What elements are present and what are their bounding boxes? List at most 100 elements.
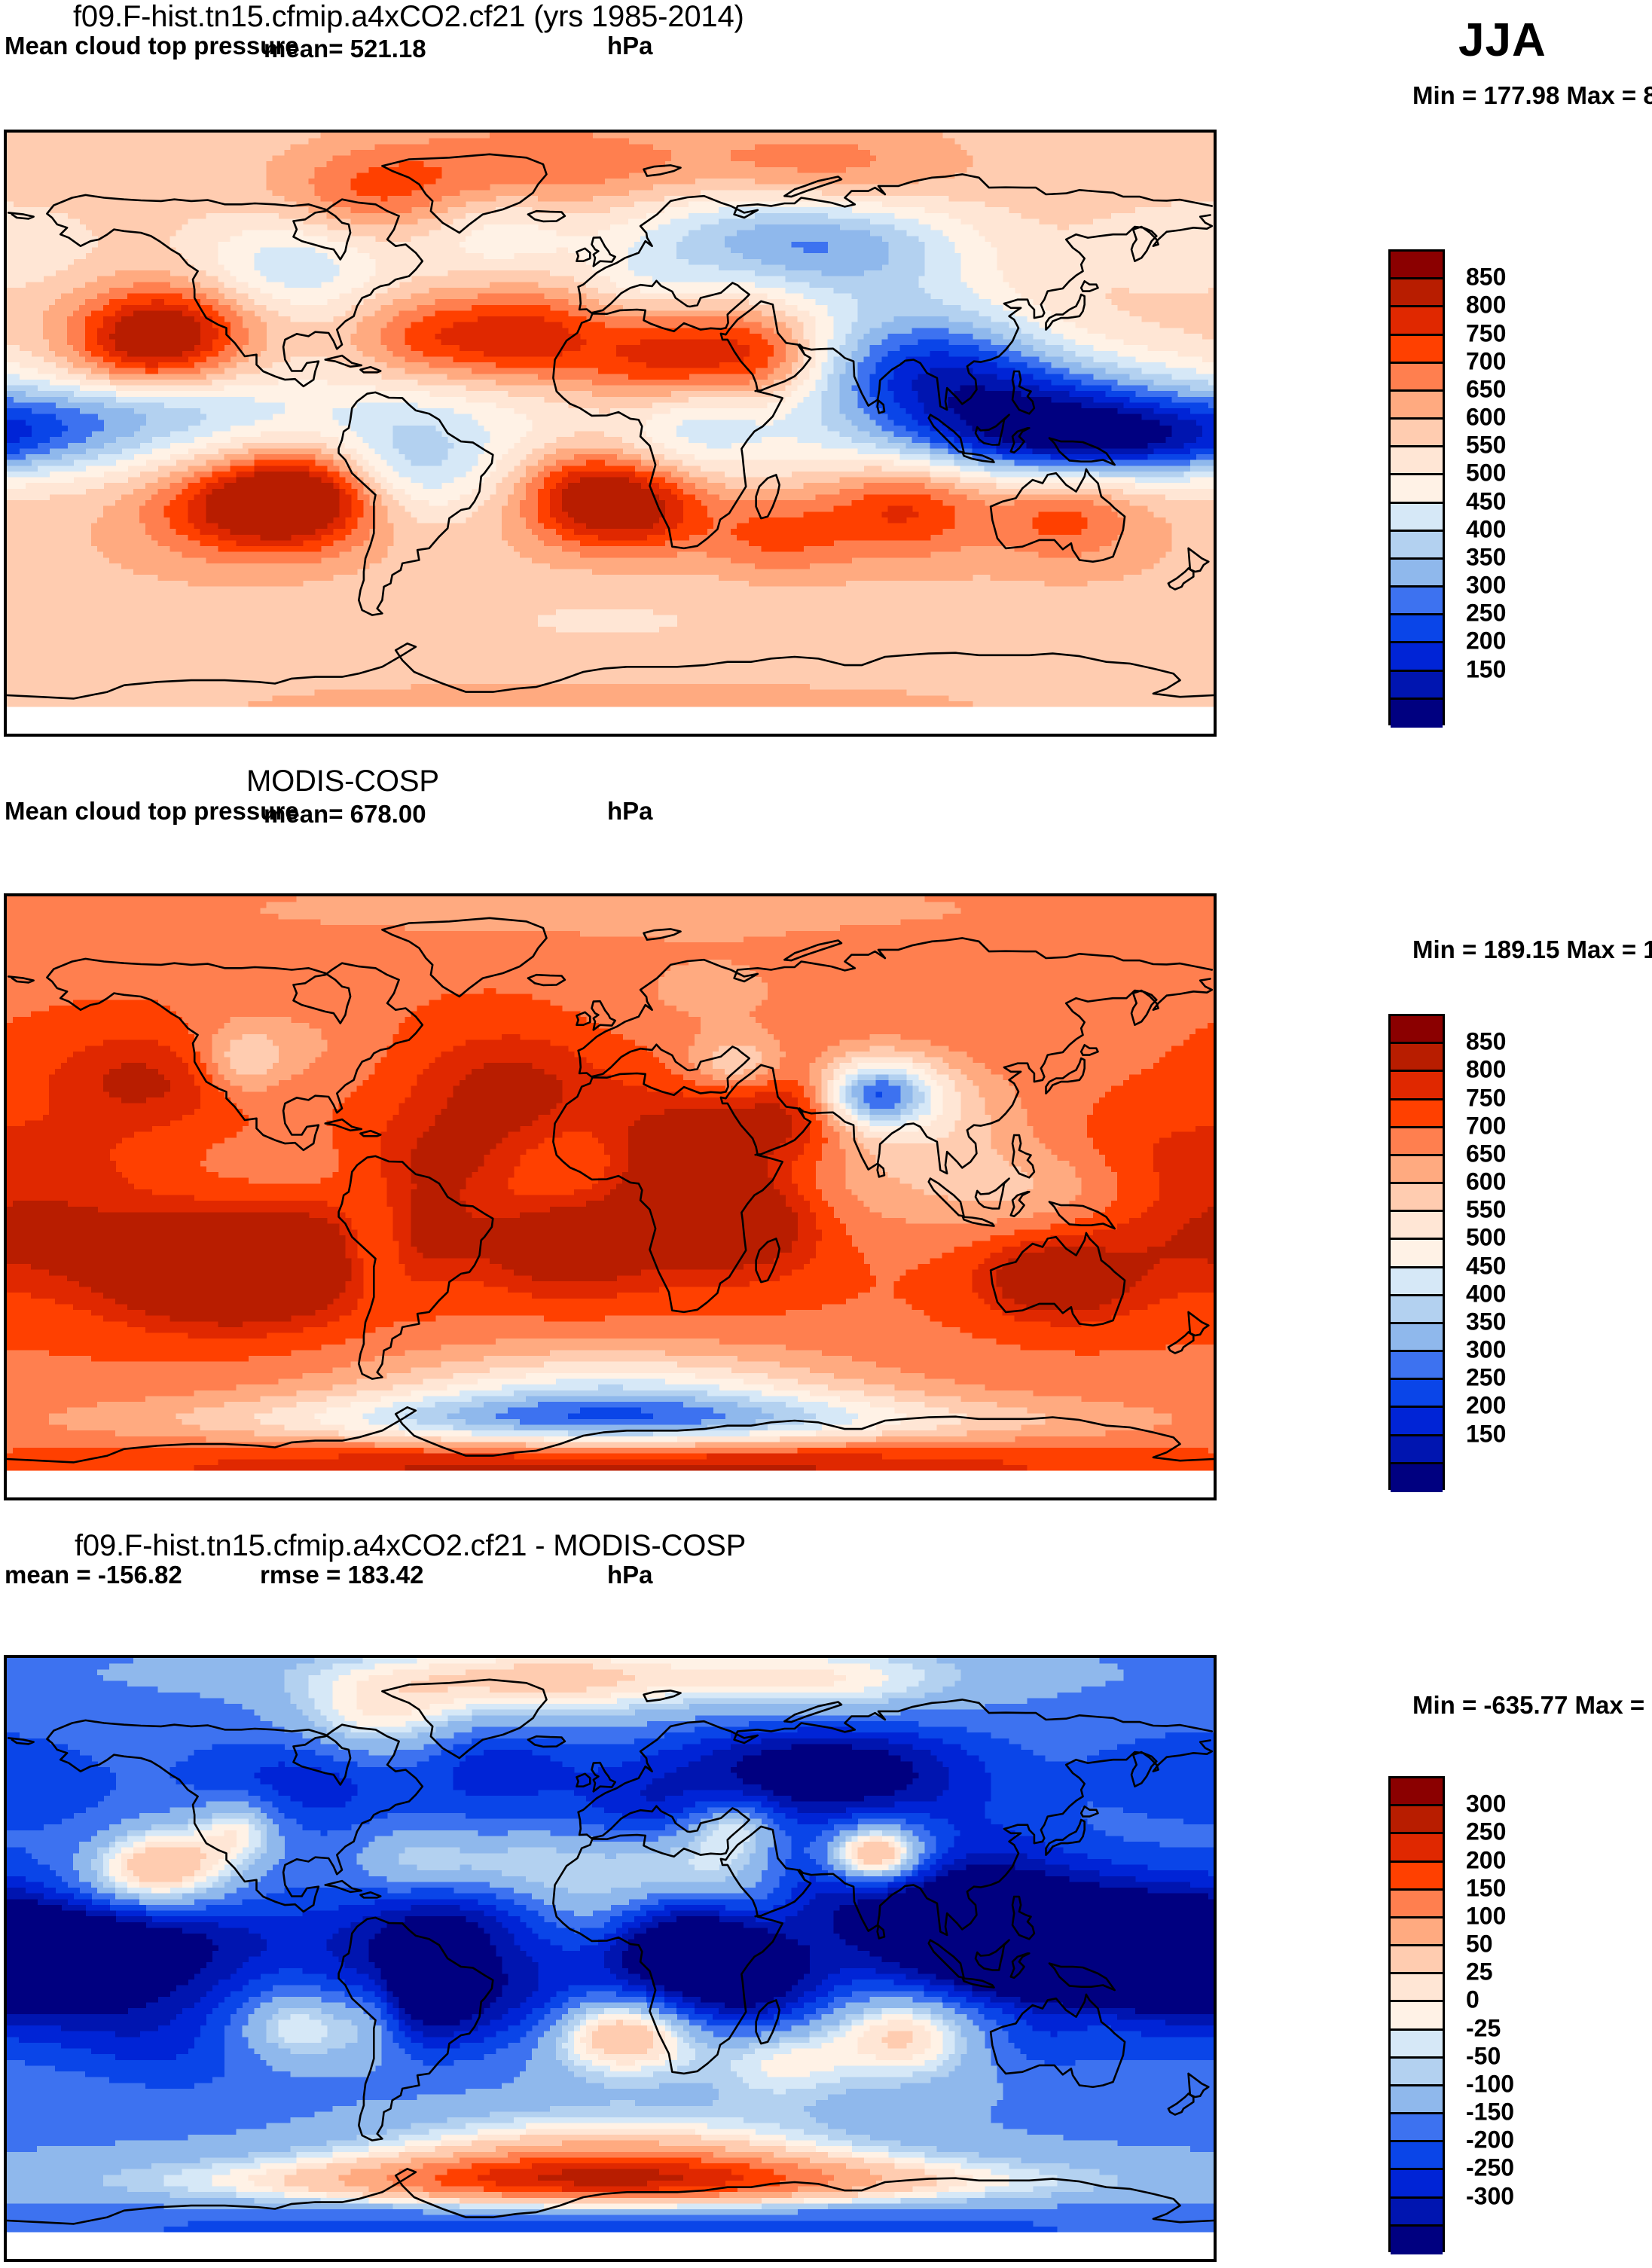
- colorbar-swatch: [1391, 335, 1443, 364]
- map-svg: [7, 133, 1214, 734]
- colorbar-swatch: [1391, 615, 1443, 644]
- coastline-path: [359, 1129, 382, 1137]
- coastlines: [7, 917, 1214, 1464]
- coastline-path: [7, 1699, 1214, 1937]
- colorbar-tick-label: 200: [1466, 1846, 1507, 1874]
- colorbar-swatch: [1391, 2058, 1443, 2086]
- coastline-path: [961, 1977, 995, 1989]
- coastlines: [7, 153, 1214, 700]
- coastline-path: [876, 1163, 886, 1178]
- colorbar-tick-label: 350: [1466, 1308, 1507, 1335]
- coastline-path: [783, 1701, 843, 1723]
- colorbar-tick-label: 850: [1466, 1027, 1507, 1055]
- contour-band: [7, 1726, 1214, 2060]
- colorbar-swatch: [1391, 1946, 1443, 1975]
- contour-band: [7, 212, 1214, 478]
- panel-2-field-label: Mean cloud top pressure: [5, 797, 299, 825]
- colorbar-tick-label: -50: [1466, 2042, 1501, 2070]
- coastline-path: [7, 937, 1214, 1175]
- panel-1-field-label: Mean cloud top pressure: [5, 32, 299, 60]
- colorbar-swatch: [1391, 1044, 1443, 1073]
- contour-band: [176, 1034, 1046, 1448]
- colorbar-tick-label: -100: [1466, 2070, 1515, 2098]
- coastline-path: [927, 1939, 965, 1979]
- coastline-path: [783, 939, 843, 962]
- colorbar-swatch: [1391, 531, 1443, 560]
- coastline-path: [7, 2168, 1214, 2225]
- coastline-path: [927, 414, 965, 453]
- coastline-path: [337, 391, 494, 616]
- contour-band: [7, 339, 1214, 460]
- contour-band: [7, 1720, 1214, 2233]
- colorbar-model: 850 800 750 700 650 600 550 500 450 400 350 300 250 2…: [1388, 249, 1614, 728]
- colorbar-tick-label: 850: [1466, 263, 1507, 291]
- colorbar-tick-label: 400: [1466, 515, 1507, 543]
- coastline-path: [1009, 1191, 1031, 1217]
- panel-3-title: f09.F-hist.tn15.cfmip.a4xCO2.cf21 - MODI…: [75, 1529, 747, 1562]
- contour-band: [85, 161, 1088, 552]
- map-panel-model: [4, 130, 1217, 737]
- colorbar-tick-label: 750: [1466, 319, 1507, 347]
- colorbar-tick-label: 150: [1466, 1874, 1507, 1902]
- coastline-path: [7, 643, 1214, 700]
- contour-fill: [7, 896, 1214, 1471]
- panel-3-minmax: Min = -635.77 Max = 319.22: [1412, 1691, 1652, 1719]
- colorbar-tick-label: 25: [1466, 1958, 1493, 1986]
- panel-1-mean-label: mean= 521.18: [264, 35, 426, 63]
- coastline-path: [552, 1043, 812, 1314]
- contour-fill: [7, 133, 1214, 707]
- coastline-path: [324, 1879, 363, 1894]
- coastline-path: [643, 164, 682, 177]
- colorbar-tick-label: 0: [1466, 1986, 1479, 2013]
- colorbar-tick-label: 450: [1466, 487, 1507, 515]
- colorbar-swatch: [1391, 447, 1443, 476]
- colorbar-swatch: [1391, 1890, 1443, 1918]
- coastline-path: [337, 1916, 494, 2141]
- colorbar-swatches: [1388, 1776, 1445, 2254]
- coastline-path: [381, 917, 548, 998]
- colorbar-swatch: [1391, 1834, 1443, 1863]
- colorbar-swatch: [1391, 1296, 1443, 1324]
- coastline-path: [576, 247, 591, 262]
- colorbar-swatch: [1391, 559, 1443, 588]
- colorbar-tick-label: 800: [1466, 291, 1507, 319]
- coastline-path: [755, 474, 780, 520]
- colorbar-swatches: [1388, 249, 1445, 728]
- coastline-path: [961, 1216, 995, 1227]
- coastline-path: [359, 365, 382, 374]
- colorbar-swatch: [1391, 1268, 1443, 1296]
- colorbar-tick-label: 700: [1466, 347, 1507, 375]
- colorbar-swatch: [1391, 363, 1443, 392]
- coastline-path: [46, 1719, 424, 1913]
- colorbar-swatch: [1391, 1974, 1443, 2003]
- contour-band: [338, 2140, 883, 2198]
- coastline-path: [1011, 1895, 1036, 1940]
- coastline-path: [591, 1000, 616, 1031]
- contour-band: [109, 310, 665, 541]
- colorbar-swatch: [1391, 1184, 1443, 1213]
- colorbar-tick-label: 450: [1466, 1252, 1507, 1280]
- coastline-path: [552, 1805, 812, 2075]
- contour-band: [7, 1658, 1214, 2233]
- colorbar-tick-label: 150: [1466, 655, 1507, 683]
- colorbar-swatch: [1391, 2086, 1443, 2115]
- coastline-path: [1048, 1962, 1116, 1992]
- colorbar-swatch: [1391, 420, 1443, 448]
- panel-1-title: f09.F-hist.tn15.cfmip.a4xCO2.cf21 (yrs 1…: [73, 0, 744, 33]
- colorbar-tick-label: 700: [1466, 1112, 1507, 1140]
- contour-band: [948, 385, 1172, 449]
- colorbar-tick-label: 200: [1466, 1391, 1507, 1419]
- colorbar-tick-label: 500: [1466, 459, 1507, 487]
- coastline-path: [576, 1772, 591, 1787]
- colorbar-swatch: [1391, 1240, 1443, 1268]
- coastline-path: [576, 1011, 591, 1026]
- colorbar-tick-label: -150: [1466, 2098, 1515, 2126]
- coastline-path: [359, 1891, 382, 1899]
- coastline-path: [643, 928, 682, 941]
- contour-band: [109, 1658, 1009, 2209]
- coastline-path: [1045, 293, 1086, 331]
- coastline-path: [643, 1690, 682, 1702]
- colorbar-tick-label: -300: [1466, 2182, 1515, 2210]
- panel-2-title: MODIS-COSP: [246, 765, 439, 798]
